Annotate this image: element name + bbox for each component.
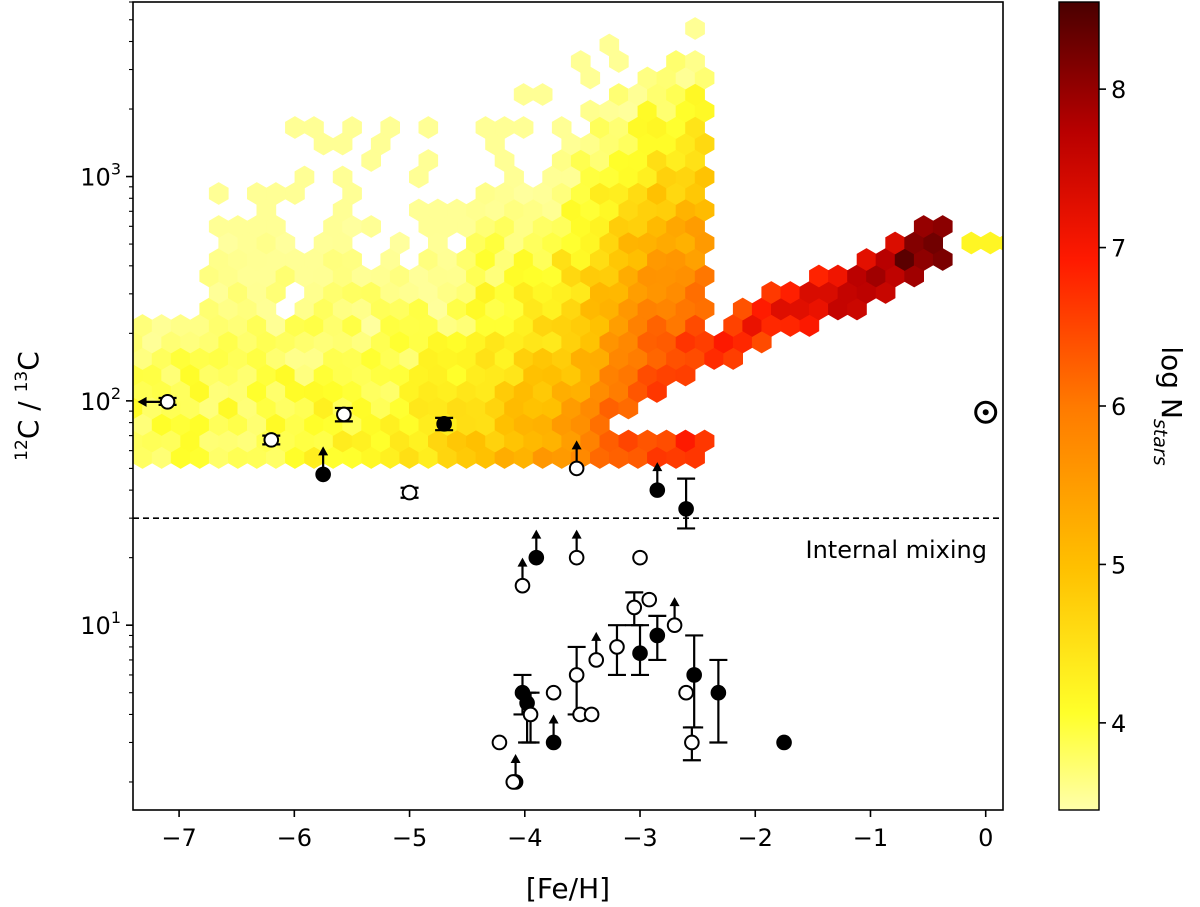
lower-limit-arrowhead [669, 597, 680, 607]
density-hex [418, 149, 439, 172]
star-filled [686, 667, 702, 683]
colorbar-tick-label: 6 [1111, 393, 1126, 421]
lower-limit-arrowhead [571, 529, 582, 539]
density-hex [361, 215, 382, 238]
star-open [514, 577, 531, 594]
solar-symbol [974, 400, 998, 424]
star-filled [545, 734, 562, 751]
lower-limit-arrowhead [517, 557, 528, 567]
density-hex [513, 83, 534, 106]
star-open [568, 549, 585, 566]
upper-limit-arrowhead [137, 396, 147, 407]
density-hex [685, 50, 705, 73]
star-filled [678, 501, 694, 517]
density-hex [532, 83, 553, 106]
star-open [588, 652, 605, 668]
lower-limit-arrowhead [510, 753, 521, 763]
x-tick-label: −6 [277, 824, 312, 852]
plot-frame [132, 1, 1004, 811]
star-open [609, 639, 625, 655]
star-open [401, 484, 418, 501]
y-axis: 101 102 103 [80, 1, 133, 783]
x-tick-label: −1 [853, 824, 888, 852]
colorbar-label: log Nstars [1149, 346, 1188, 465]
density-hex [961, 231, 982, 255]
star-open [666, 617, 683, 633]
density-hexbin [133, 17, 1003, 469]
density-hex [380, 116, 401, 139]
star-open [505, 774, 522, 790]
x-axis: −7 −6 −5 −4 −3 −2 −1 0 [161, 810, 993, 852]
star-filled [528, 549, 545, 566]
density-hex [342, 116, 362, 139]
solar-dot [982, 409, 989, 416]
star-open [491, 734, 508, 751]
star-markers [137, 394, 792, 790]
density-hex [304, 116, 324, 139]
colorbar-ticks: 4 5 6 7 8 [1099, 76, 1126, 738]
x-tick-label: −4 [507, 824, 542, 852]
colorbar-tick-label: 7 [1111, 235, 1126, 263]
lower-limit-arrowhead [591, 631, 602, 641]
density-hex [551, 116, 572, 139]
star-open [159, 394, 176, 410]
density-hex [332, 165, 353, 189]
star-open [545, 684, 562, 701]
star-open [678, 684, 694, 701]
x-tick-label: −3 [622, 824, 657, 852]
star-open [522, 706, 539, 723]
star-open [632, 549, 648, 566]
x-axis-label: [Fe/H] [526, 872, 610, 905]
density-hex [694, 429, 715, 453]
lower-limit-arrowhead [318, 446, 329, 456]
y-tick-label: 101 [80, 608, 121, 640]
colorbar-tick-label: 8 [1111, 76, 1126, 104]
star-open [568, 460, 585, 477]
x-tick-label: −5 [392, 824, 427, 852]
x-tick-label: −2 [738, 824, 773, 852]
star-open [626, 599, 643, 616]
y-tick-label: 103 [80, 160, 121, 192]
density-hex [208, 182, 229, 205]
star-filled [436, 416, 452, 432]
star-open [684, 734, 700, 751]
mixing-annotation: Internal mixing [806, 536, 988, 564]
star-filled [649, 627, 666, 644]
star-filled [710, 684, 727, 701]
star-open [583, 706, 600, 723]
x-tick-label: −7 [161, 824, 196, 852]
star-filled [632, 645, 648, 662]
lower-limit-arrowhead [571, 440, 582, 450]
colorbar-tick-label: 4 [1111, 710, 1126, 738]
density-hex [513, 116, 534, 139]
y-tick-label: 102 [80, 384, 121, 416]
lower-limit-arrowhead [531, 529, 542, 539]
star-open [336, 406, 352, 423]
density-hex [685, 17, 705, 40]
x-tick-label: 0 [978, 824, 993, 852]
star-filled [315, 466, 331, 483]
star-open [263, 432, 280, 448]
density-hex [285, 116, 305, 139]
lower-limit-arrowhead [652, 462, 663, 472]
star-open [568, 667, 585, 683]
density-hex [599, 33, 620, 57]
colorbar [1058, 1, 1100, 811]
density-hex [389, 231, 410, 255]
y-axis-label: 12C / 13C [12, 351, 45, 461]
density-hex [294, 165, 315, 189]
density-hex [980, 231, 1001, 255]
lower-limit-arrowhead [548, 714, 559, 724]
density-hex [932, 215, 953, 238]
density-hex [570, 50, 591, 73]
colorbar-tick-label: 5 [1111, 551, 1126, 579]
star-open [641, 591, 658, 608]
star-filled [776, 734, 792, 751]
density-hex [418, 116, 439, 139]
star-filled [649, 482, 666, 498]
